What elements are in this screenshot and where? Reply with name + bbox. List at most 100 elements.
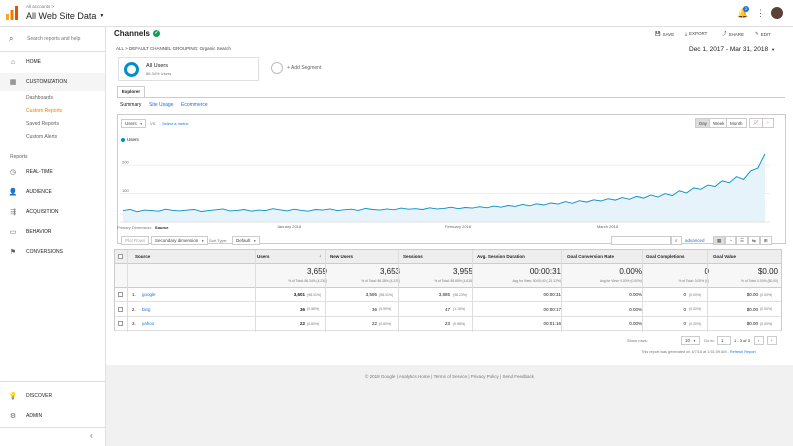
select-all-checkbox[interactable] [118, 254, 123, 259]
header-sessions[interactable]: Sessions [403, 254, 423, 259]
table-row[interactable]: 1. google 3,601 (98.41%) 3,595 (98.41%) 3,885(… [115, 288, 781, 302]
performance-view-icon[interactable]: ☰ [735, 236, 749, 245]
nav-custom-alerts[interactable]: Custom Alerts [26, 134, 58, 140]
nav-behavior[interactable]: ▭ BEHAVIOR [0, 223, 105, 241]
table-row[interactable]: 2. bing 36 (0.98%) 36 (0.99%) 47 (1.19%) 00:00:1… [115, 303, 781, 317]
save-button[interactable]: 💾 SAVE [655, 31, 674, 37]
legend-label: Users [127, 137, 139, 142]
property-selector[interactable]: All Web Site Data ▼ [26, 11, 104, 21]
header-avg-session-duration[interactable]: Avg. Session Duration [477, 254, 525, 259]
granularity-month[interactable]: Month [726, 118, 747, 128]
row-source[interactable]: yahoo [142, 321, 155, 326]
page-range: 1 - 3 of 3 [734, 338, 750, 343]
row-users: 36 [299, 306, 305, 312]
row-goal-value-pct: (0.00%) [760, 321, 773, 326]
total-new-users-sub: % of Total: 86.38% (4,229) [361, 279, 400, 283]
analytics-logo-icon [6, 6, 18, 20]
percentage-view-icon[interactable]: ◔ [725, 236, 736, 245]
more-vert-icon[interactable]: ⋮ [756, 8, 765, 18]
nav-saved-reports[interactable]: Saved Reports [26, 121, 60, 127]
metric-select[interactable]: Users ▼ [121, 119, 146, 128]
prev-page-icon[interactable]: ‹ [754, 336, 764, 345]
search-icon: ⌕ [9, 34, 14, 43]
total-goal-value: $0.00 [757, 267, 778, 276]
refresh-report-link[interactable]: Refresh Report [729, 350, 756, 354]
edit-button[interactable]: ✎ EDIT [755, 31, 771, 37]
comparison-view-icon[interactable]: ⇆ [748, 236, 760, 245]
row-goal-value: $0.00 [746, 306, 758, 312]
nav-home[interactable]: ⌂ HOME [0, 53, 105, 71]
nav-conversions[interactable]: ⚑ CONVERSIONS [0, 243, 105, 261]
nav-admin[interactable]: ⚙ ADMIN [0, 407, 105, 425]
filter-breadcrumb[interactable]: ALL > DEFAULT CHANNEL GROUPING: Organic … [116, 46, 231, 51]
report-title: Channels ✓ [114, 29, 161, 38]
table-search-input[interactable] [611, 236, 671, 245]
header-source[interactable]: Source [135, 254, 151, 259]
nav-dashboards[interactable]: Dashboards [26, 95, 53, 101]
row-source[interactable]: google [142, 292, 156, 297]
avatar[interactable] [771, 7, 783, 19]
verified-check-icon: ✓ [153, 30, 161, 37]
row-sessions-pct: (1.19%) [453, 307, 466, 311]
date-range-picker[interactable]: Dec 1, 2017 - Mar 31, 2018 ▼ [689, 46, 775, 53]
motion-chart-toggle-icon[interactable]: ⁘ [762, 118, 774, 128]
select-metric-link[interactable]: Select a metric [162, 121, 189, 126]
add-segment-button[interactable]: + Add Segment [287, 65, 322, 71]
column-divider [255, 250, 256, 332]
header-goal-completions[interactable]: Goal Completions [646, 254, 685, 259]
y-tick-label: 200 [122, 160, 129, 165]
row-completions: 0 [683, 292, 686, 297]
segment-name: All Users [146, 63, 169, 69]
segment-card[interactable]: All Users 86.34% Users [118, 57, 259, 81]
column-divider [707, 250, 708, 332]
next-page-icon[interactable]: › [767, 336, 777, 345]
search-icon[interactable]: ⌕ [671, 236, 682, 245]
sort-type-select[interactable]: Default ▼ [232, 236, 261, 245]
row-conversion: 0.00% [629, 306, 642, 312]
y-tick-label: 100 [122, 188, 129, 193]
subtab-summary[interactable]: Summary [120, 102, 142, 108]
property-name: All Web Site Data [26, 11, 97, 21]
row-sessions-pct: (98.23%) [453, 292, 468, 297]
plot-rows-button[interactable]: Plot Rows [121, 236, 150, 245]
header-new-users[interactable]: New Users [330, 254, 354, 259]
column-divider [325, 250, 326, 332]
chevron-down-icon: ▼ [139, 121, 143, 126]
users-series-line [122, 153, 766, 213]
collapse-sidebar-icon[interactable]: ‹ [90, 431, 93, 440]
header-users[interactable]: Users [257, 254, 270, 259]
header-goal-conversion-rate[interactable]: Goal Conversion Rate [567, 254, 615, 259]
tab-explorer[interactable]: Explorer [117, 86, 145, 97]
share-icon: ⤴ [722, 31, 727, 36]
nav-discover[interactable]: 💡 DISCOVER [0, 387, 105, 405]
table-row[interactable]: 3. yahoo 22 (0.60%) 22 (0.60%) 23 (0.58%) 00:01:… [115, 317, 781, 331]
nav-realtime[interactable]: ◷ REAL-TIME [0, 163, 105, 181]
header-goal-value[interactable]: Goal Value [713, 254, 737, 259]
row-source[interactable]: bing [142, 306, 151, 312]
pivot-view-icon[interactable]: ⊞ [759, 236, 772, 245]
row-checkbox[interactable] [118, 321, 123, 326]
line-chart-toggle-icon[interactable]: 📈 [749, 118, 763, 128]
row-index: 3. [132, 321, 136, 326]
nav-customization[interactable]: ▦ CUSTOMIZATION [0, 73, 105, 91]
row-checkbox[interactable] [118, 306, 123, 312]
subtab-site-usage[interactable]: Site Usage [149, 102, 174, 108]
subtab-ecommerce[interactable]: Ecommerce [181, 102, 208, 108]
advanced-link[interactable]: advanced [685, 238, 705, 243]
data-table-view-icon[interactable]: ▦ [713, 236, 726, 245]
breadcrumb[interactable]: All accounts > [26, 4, 55, 9]
export-button[interactable]: ⤓ EXPORT [685, 31, 707, 36]
chevron-down-icon: ▼ [201, 238, 205, 243]
nav-audience[interactable]: 👤 AUDIENCE [0, 183, 105, 201]
primary-dimension-value[interactable]: Source [154, 225, 169, 230]
nav-acquisition[interactable]: ⇶ ACQUISITION [0, 203, 105, 221]
notifications-icon[interactable]: 🔔 [737, 8, 749, 18]
nav-custom-reports[interactable]: Custom Reports [26, 108, 63, 114]
row-checkbox[interactable] [118, 292, 123, 297]
goto-input[interactable]: 1 [717, 336, 731, 345]
secondary-dimension-select[interactable]: Secondary dimension ▼ [151, 236, 209, 245]
share-button[interactable]: ⤴ SHARE [722, 31, 744, 37]
search-input[interactable]: Search reports and help [27, 36, 81, 42]
row-duration: 00:00:17 [543, 306, 561, 312]
show-rows-select[interactable]: 10 ▼ [681, 336, 700, 345]
